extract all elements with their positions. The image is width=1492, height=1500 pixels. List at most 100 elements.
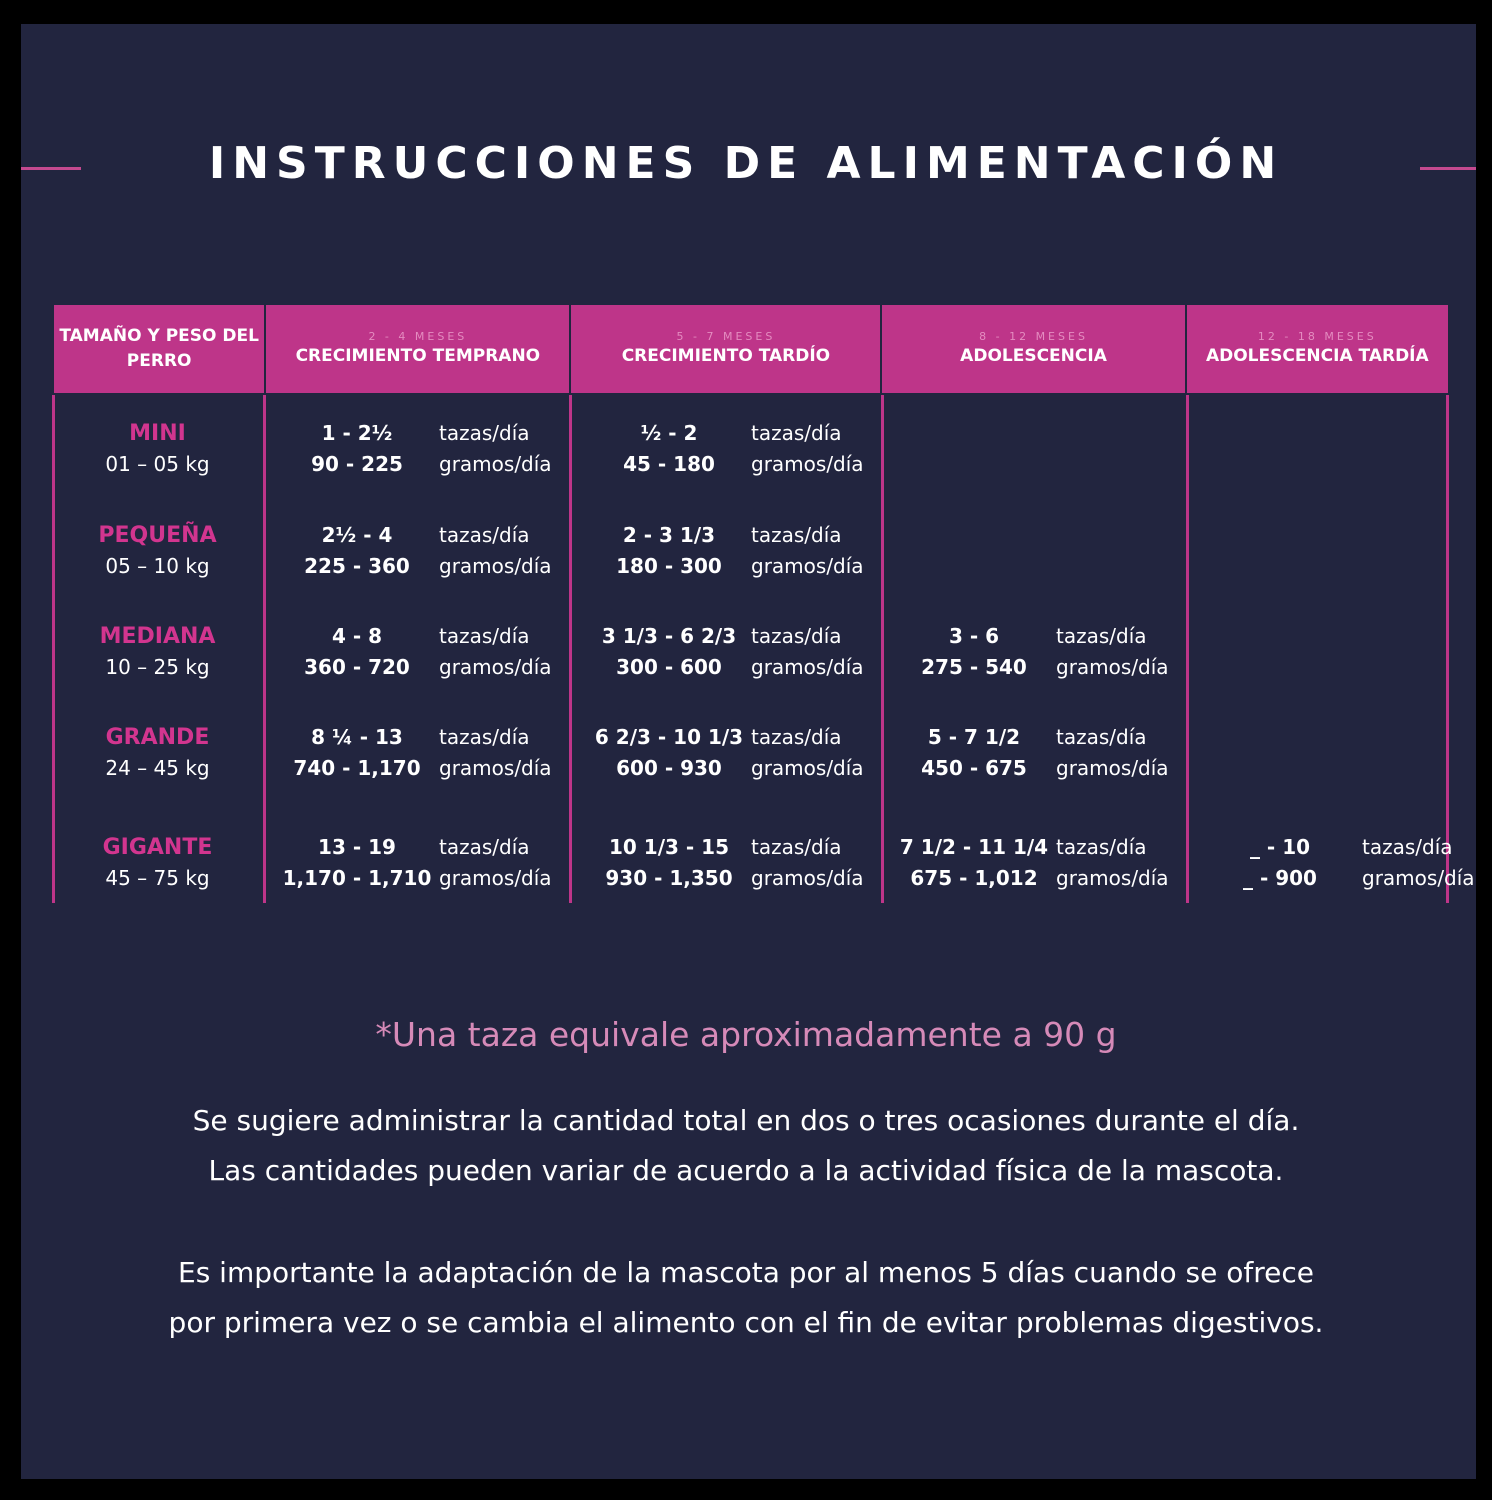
- grams-value: 1,170 - 1,710: [282, 866, 432, 890]
- cups-unit: tazas/día: [1056, 835, 1147, 859]
- grams-value: 45 - 180: [623, 452, 715, 476]
- size-name: GRANDE: [105, 725, 210, 750]
- cups-value: 5 - 7 1/2: [927, 725, 1021, 749]
- portion-cell: 4 - 8 tazas/día 360 - 720 gramos/día: [277, 621, 577, 683]
- cups-unit: tazas/día: [439, 725, 530, 749]
- cups-unit: tazas/día: [439, 523, 530, 547]
- table-row: GRANDE 24 – 45 kg 8 ¼ - 13 tazas/día 740 -…: [52, 722, 1450, 786]
- portion-cell: 2½ - 4 tazas/día 225 - 360 gramos/día: [277, 520, 577, 582]
- size-weight: 45 – 75 kg: [105, 866, 210, 890]
- grams-value: _ - 900: [1243, 866, 1317, 890]
- grams-value: 225 - 360: [304, 554, 410, 578]
- portion-cell: 10 1/3 - 15 tazas/día 930 - 1,350 gramos/d…: [589, 832, 889, 894]
- header-size: TAMAÑO Y PESO DEL PERRO: [54, 305, 265, 393]
- column-line: [1446, 395, 1449, 903]
- grams-unit: gramos/día: [751, 866, 864, 890]
- table-row: MINI 01 – 05 kg 1 - 2½ tazas/día 90 - 225 g…: [52, 418, 1450, 482]
- size-weight: 01 – 05 kg: [105, 452, 210, 476]
- grams-unit: gramos/día: [1362, 866, 1475, 890]
- column-line: [569, 395, 572, 903]
- portion-cell: 3 - 6 tazas/día 275 - 540 gramos/día: [894, 621, 1194, 683]
- portion-cell: 7 1/2 - 11 1/4 tazas/día 675 - 1,012 gramo…: [894, 832, 1194, 894]
- cups-value: 6 2/3 - 10 1/3: [594, 725, 744, 749]
- table-row: GIGANTE 45 – 75 kg 13 - 19 tazas/día 1,170…: [52, 832, 1475, 896]
- cups-value: 3 1/3 - 6 2/3: [601, 624, 737, 648]
- grams-unit: gramos/día: [1056, 756, 1169, 780]
- grams-unit: gramos/día: [439, 756, 552, 780]
- grams-unit: gramos/día: [439, 866, 552, 890]
- dog-size: MINI 01 – 05 kg: [52, 418, 263, 480]
- column-line: [52, 395, 55, 903]
- page-title: INSTRUCCIONES DE ALIMENTACIÓN: [208, 138, 1284, 189]
- grams-unit: gramos/día: [1056, 866, 1169, 890]
- table-row: PEQUEÑA 05 – 10 kg 2½ - 4 tazas/día 225 - …: [52, 520, 1450, 584]
- title-rule-left: [21, 167, 81, 170]
- grams-value: 675 - 1,012: [910, 866, 1038, 890]
- paragraph-2: Es importante la adaptación de la mascot…: [168, 1256, 1324, 1339]
- header-late-adolescence: 12 - 18 MESES ADOLESCENCIA TARDÍA: [1186, 305, 1448, 393]
- size-weight: 24 – 45 kg: [105, 756, 210, 780]
- cups-unit: tazas/día: [751, 421, 842, 445]
- dog-size: GIGANTE 45 – 75 kg: [52, 832, 263, 894]
- header-adolescence: 8 - 12 MESES ADOLESCENCIA: [882, 305, 1185, 393]
- cups-value: 2 - 3 1/3: [622, 523, 716, 547]
- cups-unit: tazas/día: [439, 835, 530, 859]
- grams-value: 930 - 1,350: [605, 866, 733, 890]
- grams-unit: gramos/día: [1056, 655, 1169, 679]
- portion-cell: 1 - 2½ tazas/día 90 - 225 gramos/día: [277, 418, 577, 480]
- header-late-growth: 5 - 7 MESES CRECIMIENTO TARDÍO: [571, 305, 881, 393]
- cups-unit: tazas/día: [751, 624, 842, 648]
- portion-cell: 13 - 19 tazas/día 1,170 - 1,710 gramos/día: [277, 832, 577, 894]
- cups-value: _ - 10: [1249, 835, 1311, 859]
- cups-value: 7 1/2 - 11 1/4: [899, 835, 1049, 859]
- paragraph-1: Se sugiere administrar la cantidad total…: [192, 1104, 1300, 1187]
- grams-value: 275 - 540: [921, 655, 1027, 679]
- dog-size: GRANDE 24 – 45 kg: [52, 722, 263, 784]
- grams-value: 450 - 675: [921, 756, 1027, 780]
- portion-cell: 6 2/3 - 10 1/3 tazas/día 600 - 930 gramos/…: [589, 722, 889, 784]
- grams-unit: gramos/día: [439, 452, 552, 476]
- cups-value: 4 - 8: [331, 624, 383, 648]
- cups-unit: tazas/día: [1056, 725, 1147, 749]
- header-early-growth: 2 - 4 MESES CRECIMIENTO TEMPRANO: [266, 305, 570, 393]
- cups-unit: tazas/día: [751, 523, 842, 547]
- table-row: MEDIANA 10 – 25 kg 4 - 8 tazas/día 360 - 7…: [52, 621, 1450, 685]
- cups-unit: tazas/día: [439, 624, 530, 648]
- dog-size: PEQUEÑA 05 – 10 kg: [52, 520, 263, 582]
- size-weight: 10 – 25 kg: [105, 655, 210, 679]
- grams-unit: gramos/día: [751, 756, 864, 780]
- cups-value: 3 - 6: [948, 624, 1000, 648]
- portion-cell: 3 1/3 - 6 2/3 tazas/día 300 - 600 gramos/d…: [589, 621, 889, 683]
- cups-value: 10 1/3 - 15: [609, 835, 729, 859]
- size-name: MEDIANA: [99, 624, 216, 649]
- grams-value: 740 - 1,170: [293, 756, 421, 780]
- portion-cell: _ - 10 tazas/día _ - 900 gramos/día: [1140, 832, 1475, 894]
- cups-value: ½ - 2: [640, 421, 698, 445]
- dog-size: MEDIANA 10 – 25 kg: [52, 621, 263, 683]
- portion-cell: ½ - 2 tazas/día 45 - 180 gramos/día: [589, 418, 889, 480]
- column-line: [263, 395, 266, 903]
- cups-unit: tazas/día: [1056, 624, 1147, 648]
- portion-cell: 8 ¼ - 13 tazas/día 740 - 1,170 gramos/día: [277, 722, 577, 784]
- grams-value: 90 - 225: [311, 452, 403, 476]
- cups-unit: tazas/día: [751, 725, 842, 749]
- column-line: [881, 395, 884, 903]
- size-name: MINI: [129, 421, 186, 446]
- grams-unit: gramos/día: [751, 655, 864, 679]
- feeding-table: TAMAÑO Y PESO DEL PERRO 2 - 4 MESES CRECI…: [52, 305, 1450, 393]
- grams-unit: gramos/día: [751, 554, 864, 578]
- cups-unit: tazas/día: [439, 421, 530, 445]
- cup-note: *Una taza equivale aproximadamente a 90 …: [375, 1015, 1117, 1054]
- grams-unit: gramos/día: [439, 655, 552, 679]
- cups-value: 1 - 2½: [321, 421, 393, 445]
- grams-unit: gramos/día: [751, 452, 864, 476]
- column-line: [1186, 395, 1189, 903]
- grams-value: 600 - 930: [616, 756, 722, 780]
- cups-value: 13 - 19: [318, 835, 396, 859]
- cups-value: 8 ¼ - 13: [311, 725, 403, 749]
- portion-cell: 5 - 7 1/2 tazas/día 450 - 675 gramos/día: [894, 722, 1194, 784]
- grams-value: 300 - 600: [616, 655, 722, 679]
- cups-unit: tazas/día: [1362, 835, 1453, 859]
- size-name: GIGANTE: [102, 835, 213, 860]
- grams-value: 180 - 300: [616, 554, 722, 578]
